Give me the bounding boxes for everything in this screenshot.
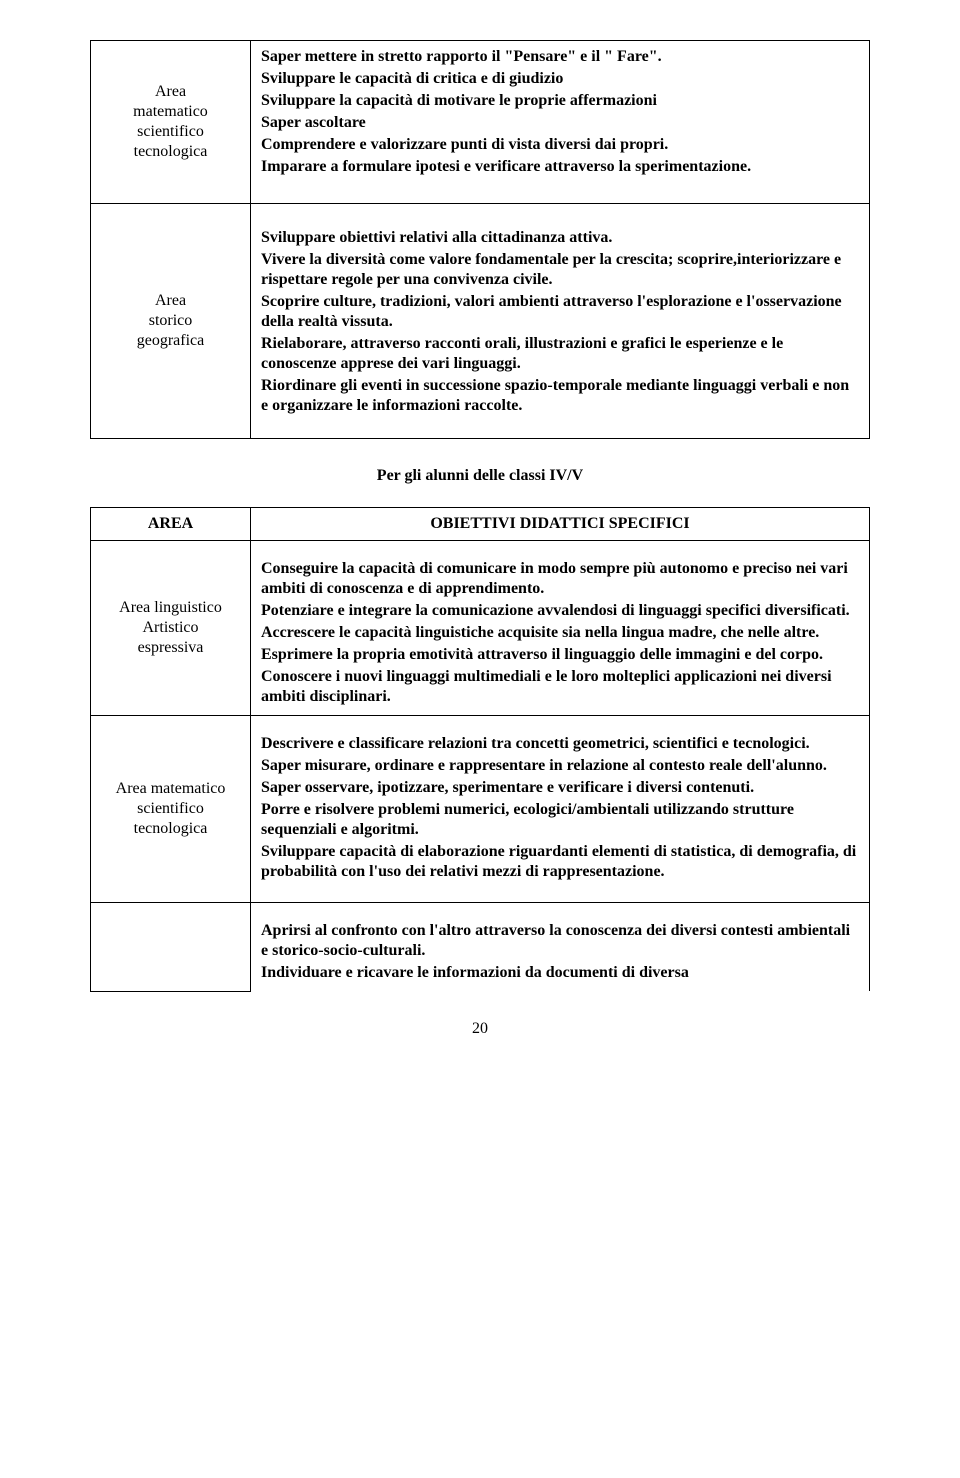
line: Sviluppare obiettivi relativi alla citta… bbox=[261, 228, 859, 248]
header-left: AREA bbox=[91, 508, 251, 541]
header-right: OBIETTIVI DIDATTICI SPECIFICI bbox=[251, 508, 870, 541]
area-label: Area linguisticoArtisticoespressiva bbox=[119, 599, 222, 656]
line: Sviluppare le capacità di critica e di g… bbox=[261, 69, 859, 89]
line: Descrivere e classificare relazioni tra … bbox=[261, 734, 859, 754]
content-cell: Descrivere e classificare relazioni tra … bbox=[251, 716, 870, 903]
area-cell: Area matematicoscientificotecnologica bbox=[91, 716, 251, 903]
area-cell: Areamatematicoscientificotecnologica bbox=[91, 41, 251, 204]
line: Accrescere le capacità linguistiche acqu… bbox=[261, 623, 859, 643]
table-2: AREA OBIETTIVI DIDATTICI SPECIFICI Area … bbox=[90, 507, 870, 992]
line: Sviluppare capacità di elaborazione rigu… bbox=[261, 842, 859, 882]
line: Conoscere i nuovi linguaggi multimediali… bbox=[261, 667, 859, 707]
area-label: Area matematicoscientificotecnologica bbox=[116, 780, 226, 837]
line: Scoprire culture, tradizioni, valori amb… bbox=[261, 292, 859, 332]
table-row: Area matematicoscientificotecnologica De… bbox=[91, 716, 870, 903]
line: Rielaborare, attraverso racconti orali, … bbox=[261, 334, 859, 374]
line: Comprendere e valorizzare punti di vista… bbox=[261, 135, 859, 155]
page-number: 20 bbox=[90, 1020, 870, 1038]
area-cell bbox=[91, 903, 251, 992]
table-1: Areamatematicoscientificotecnologica Sap… bbox=[90, 40, 870, 439]
line: Saper misurare, ordinare e rappresentare… bbox=[261, 756, 859, 776]
area-label: Areamatematicoscientificotecnologica bbox=[133, 83, 208, 160]
content-cell: Conseguire la capacità di comunicare in … bbox=[251, 541, 870, 716]
table-row: Area linguisticoArtisticoespressiva Cons… bbox=[91, 541, 870, 716]
table-row: Areastoricogeografica Sviluppare obietti… bbox=[91, 204, 870, 439]
content-cell: Saper mettere in stretto rapporto il "Pe… bbox=[251, 41, 870, 204]
line: Porre e risolvere problemi numerici, eco… bbox=[261, 800, 859, 840]
area-label: Areastoricogeografica bbox=[137, 292, 205, 349]
line: Conseguire la capacità di comunicare in … bbox=[261, 559, 859, 599]
line: Saper osservare, ipotizzare, sperimentar… bbox=[261, 778, 859, 798]
table-header-row: AREA OBIETTIVI DIDATTICI SPECIFICI bbox=[91, 508, 870, 541]
line: Imparare a formulare ipotesi e verificar… bbox=[261, 157, 859, 177]
area-cell: Area linguisticoArtisticoespressiva bbox=[91, 541, 251, 716]
line: Vivere la diversità come valore fondamen… bbox=[261, 250, 859, 290]
line: Esprimere la propria emotività attravers… bbox=[261, 645, 859, 665]
content-cell: Aprirsi al confronto con l'altro attrave… bbox=[251, 903, 870, 992]
table-row: Areamatematicoscientificotecnologica Sap… bbox=[91, 41, 870, 204]
section-title: Per gli alunni delle classi IV/V bbox=[90, 467, 870, 485]
line: Saper mettere in stretto rapporto il "Pe… bbox=[261, 47, 859, 67]
line: Riordinare gli eventi in successione spa… bbox=[261, 376, 859, 416]
line: Sviluppare la capacità di motivare le pr… bbox=[261, 91, 859, 111]
area-cell: Areastoricogeografica bbox=[91, 204, 251, 439]
line: Saper ascoltare bbox=[261, 113, 859, 133]
line: Potenziare e integrare la comunicazione … bbox=[261, 601, 859, 621]
content-cell: Sviluppare obiettivi relativi alla citta… bbox=[251, 204, 870, 439]
line: Individuare e ricavare le informazioni d… bbox=[261, 963, 859, 983]
line: Aprirsi al confronto con l'altro attrave… bbox=[261, 921, 859, 961]
table-row: Aprirsi al confronto con l'altro attrave… bbox=[91, 903, 870, 992]
